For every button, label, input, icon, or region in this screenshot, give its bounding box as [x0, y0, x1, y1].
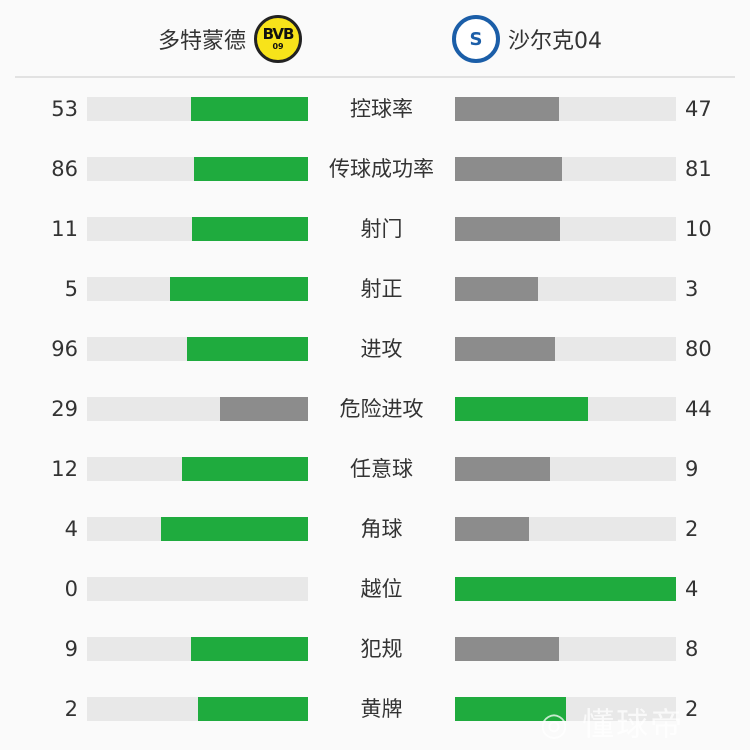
home-bar-fill	[192, 217, 308, 241]
bvb-logo-icon: BVB 09	[254, 15, 303, 63]
away-bar-fill	[455, 517, 529, 541]
home-bar-fill	[187, 337, 308, 361]
stat-row: 96 进攻 80	[0, 319, 750, 379]
away-bar-fill	[455, 217, 561, 241]
home-bar-track	[87, 577, 308, 601]
away-value: 80	[685, 337, 712, 361]
away-bar-track	[455, 97, 676, 121]
away-value: 10	[685, 217, 712, 241]
home-value: 53	[51, 97, 78, 121]
watermark-logo-icon: ◎	[540, 705, 583, 743]
home-value: 2	[64, 697, 78, 721]
watermark: ◎ 懂球帝	[540, 704, 684, 744]
away-bar-fill	[455, 157, 563, 181]
home-value: 4	[64, 517, 78, 541]
home-team: 多特蒙德 BVB 09	[158, 14, 303, 64]
home-value: 96	[51, 337, 78, 361]
away-value: 47	[685, 97, 712, 121]
stat-row: 53 控球率 47	[0, 79, 750, 139]
home-bar-fill	[197, 697, 308, 721]
home-value: 9	[64, 637, 78, 661]
stat-row: 9 犯规 8	[0, 619, 750, 679]
stat-row: 4 角球 2	[0, 499, 750, 559]
stat-row: 5 射正 3	[0, 259, 750, 319]
stat-label: 进攻	[360, 337, 403, 361]
away-bar-fill	[455, 337, 556, 361]
home-bar-fill	[220, 397, 308, 421]
home-value: 5	[64, 277, 78, 301]
stat-label: 射门	[360, 217, 403, 241]
stat-label: 犯规	[360, 637, 403, 661]
home-bar-fill	[191, 637, 308, 661]
home-bar-fill	[169, 277, 308, 301]
away-bar-track	[455, 157, 676, 181]
away-bar-track	[455, 577, 676, 601]
stat-label: 传球成功率	[329, 157, 434, 181]
away-value: 2	[685, 697, 699, 721]
stat-row: 2 黄牌 2	[0, 679, 750, 739]
home-value: 86	[51, 157, 78, 181]
home-bar-track	[87, 397, 308, 421]
home-bar-track	[87, 517, 308, 541]
away-value: 9	[685, 457, 699, 481]
stat-label: 黄牌	[360, 697, 403, 721]
match-header: 多特蒙德 BVB 09 S 沙尔克04	[0, 0, 750, 76]
away-value: 4	[685, 577, 699, 601]
away-value: 3	[685, 277, 699, 301]
home-bar-fill	[190, 97, 308, 121]
away-bar-fill	[455, 397, 589, 421]
away-bar-fill	[455, 97, 559, 121]
divider	[15, 76, 735, 78]
away-bar-track	[455, 637, 676, 661]
away-value: 81	[685, 157, 712, 181]
away-value: 8	[685, 637, 699, 661]
home-bar-track	[87, 337, 308, 361]
stat-row: 0 越位 4	[0, 559, 750, 619]
away-bar-track	[455, 337, 676, 361]
stat-row: 12 任意球 9	[0, 439, 750, 499]
stat-label: 角球	[360, 517, 403, 541]
away-team: S 沙尔克04	[452, 14, 602, 64]
home-bar-track	[87, 157, 308, 181]
away-bar-fill	[455, 577, 676, 601]
home-value: 0	[64, 577, 78, 601]
stat-row: 86 传球成功率 81	[0, 139, 750, 199]
away-bar-track	[455, 217, 676, 241]
home-team-name: 多特蒙德	[158, 29, 247, 54]
home-bar-fill	[160, 517, 308, 541]
stat-label: 任意球	[350, 457, 413, 481]
away-bar-track	[455, 517, 676, 541]
away-value: 2	[685, 517, 699, 541]
away-bar-fill	[455, 637, 559, 661]
away-bar-track	[455, 457, 676, 481]
stat-row: 29 危险进攻 44	[0, 379, 750, 439]
stat-label: 危险进攻	[339, 397, 424, 421]
home-bar-fill	[181, 457, 308, 481]
home-bar-track	[87, 697, 308, 721]
home-bar-track	[87, 97, 308, 121]
home-value: 29	[51, 397, 78, 421]
schalke-logo-icon: S	[452, 15, 500, 63]
home-bar-track	[87, 637, 308, 661]
away-bar-fill	[455, 697, 566, 721]
away-bar-track	[455, 277, 676, 301]
stat-label: 控球率	[350, 97, 413, 121]
watermark-text: 懂球帝	[582, 705, 685, 743]
away-bar-fill	[455, 277, 538, 301]
stat-label: 越位	[360, 577, 403, 601]
home-bar-track	[87, 457, 308, 481]
away-value: 44	[685, 397, 712, 421]
home-value: 12	[51, 457, 78, 481]
stat-label: 射正	[360, 277, 403, 301]
home-bar-track	[87, 217, 308, 241]
home-value: 11	[51, 217, 78, 241]
away-bar-track	[455, 397, 676, 421]
home-bar-track	[87, 277, 308, 301]
stat-row: 11 射门 10	[0, 199, 750, 259]
away-bar-track	[455, 697, 676, 721]
away-team-name: 沙尔克04	[508, 29, 602, 54]
home-bar-fill	[194, 157, 308, 181]
away-bar-fill	[455, 457, 550, 481]
